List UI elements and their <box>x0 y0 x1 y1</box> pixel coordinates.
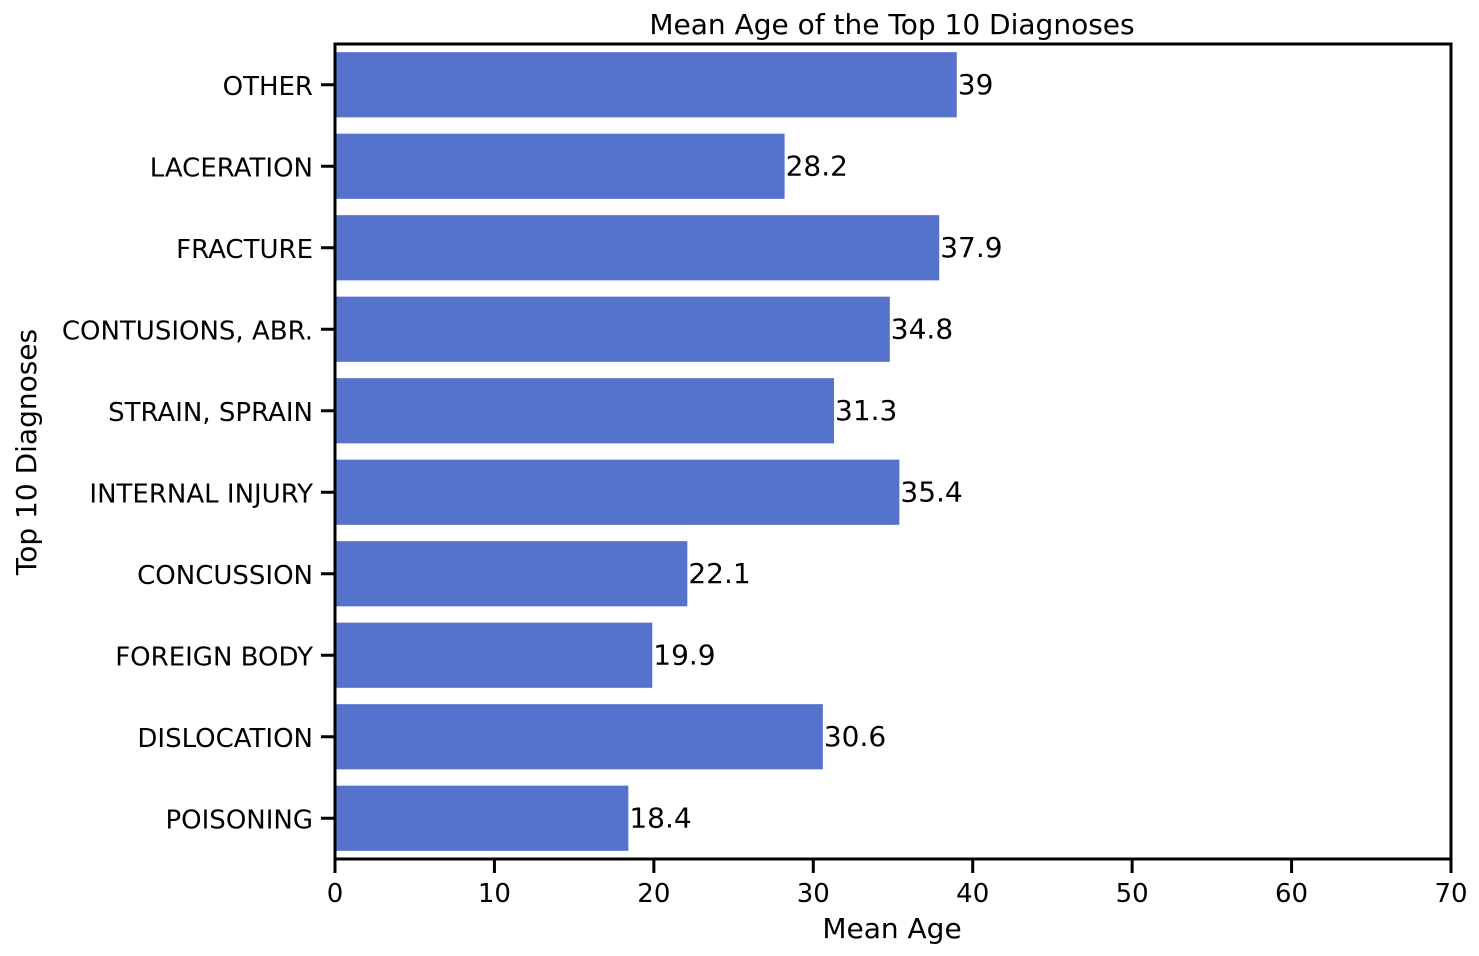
bar-value-label: 30.6 <box>824 720 886 753</box>
bar <box>335 704 823 770</box>
x-tick-label: 10 <box>478 879 511 909</box>
y-tick-label: OTHER <box>223 72 313 102</box>
data-labels-group: 39 28.2 37.9 34.8 31.3 35.4 22.1 19.9 30.6 18.4 <box>629 68 1002 835</box>
y-tick-label: DISLOCATION <box>137 724 313 754</box>
bar <box>335 52 957 118</box>
chart-title: Mean Age of the Top 10 Diagnoses <box>649 8 1134 41</box>
bar-value-label: 31.3 <box>835 394 897 427</box>
bar <box>335 296 890 362</box>
x-tick-label: 40 <box>956 879 989 909</box>
x-tick-label: 70 <box>1434 879 1467 909</box>
plot-frame <box>333 42 1453 861</box>
bar-value-label: 35.4 <box>900 475 962 508</box>
x-axis-label: Mean Age <box>822 912 961 945</box>
x-tick-label: 0 <box>327 879 344 909</box>
bar-value-label: 34.8 <box>891 312 953 345</box>
bar <box>335 622 653 688</box>
y-tick-label: INTERNAL INJURY <box>89 479 313 509</box>
bar-value-label: 18.4 <box>629 801 691 834</box>
bar <box>335 785 629 851</box>
bar <box>335 541 688 607</box>
y-tick-label: CONCUSSION <box>137 561 313 591</box>
y-tick-label: FRACTURE <box>176 235 313 265</box>
bars-group <box>335 52 957 851</box>
y-tick-label: POISONING <box>166 805 314 835</box>
bar-value-label: 22.1 <box>688 557 750 590</box>
y-axis-label: Top 10 Diagnoses <box>10 329 43 576</box>
bar <box>335 459 900 525</box>
y-tick-label: LACERATION <box>150 153 313 183</box>
bar-value-label: 28.2 <box>786 149 848 182</box>
x-axis-ticks: 0 10 20 30 40 50 60 70 <box>327 859 1468 909</box>
bar <box>335 215 940 281</box>
bar-value-label: 39 <box>958 68 994 101</box>
x-tick-label: 60 <box>1275 879 1308 909</box>
x-tick-label: 20 <box>637 879 670 909</box>
x-tick-label: 30 <box>797 879 830 909</box>
y-tick-label: CONTUSIONS, ABR. <box>62 316 313 346</box>
bar-value-label: 37.9 <box>940 231 1002 264</box>
bar-value-label: 19.9 <box>653 638 715 671</box>
bar <box>335 133 785 199</box>
x-tick-label: 50 <box>1116 879 1149 909</box>
y-axis-ticks: OTHER LACERATION FRACTURE CONTUSIONS, ABR. S… <box>62 72 335 835</box>
bar <box>335 378 835 444</box>
y-tick-label: FOREIGN BODY <box>115 642 313 672</box>
y-tick-label: STRAIN, SPRAIN <box>108 398 313 428</box>
